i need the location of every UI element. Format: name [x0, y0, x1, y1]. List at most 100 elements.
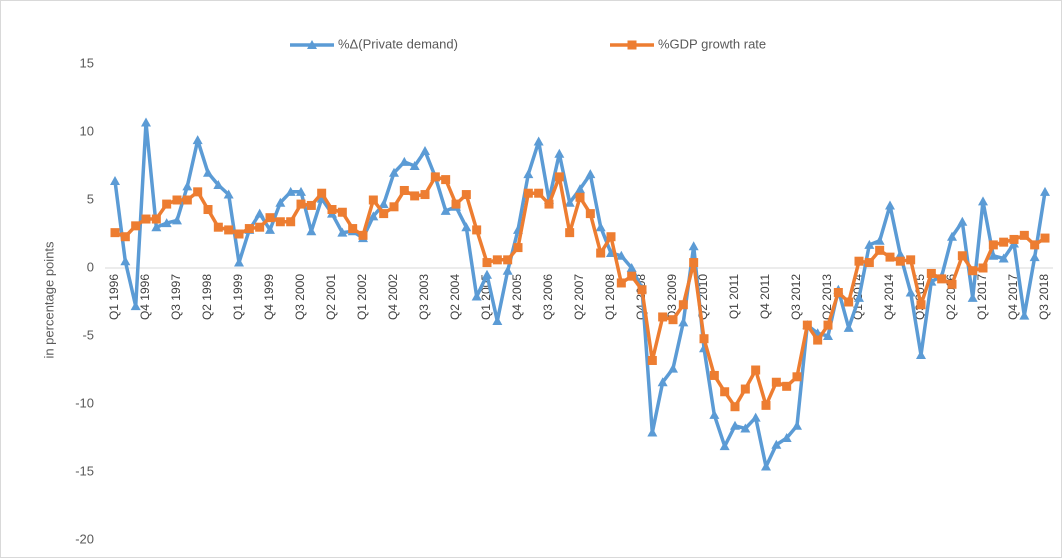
data-point: [833, 287, 843, 297]
data-point: [606, 232, 616, 242]
data-point: [771, 377, 781, 387]
legend-marker: [307, 40, 317, 49]
data-point: [223, 189, 234, 199]
data-point: [172, 215, 182, 225]
data-point: [1030, 240, 1040, 250]
y-axis-title: in percentage points: [41, 241, 56, 359]
data-point: [234, 257, 244, 267]
data-point: [916, 350, 926, 360]
data-point: [172, 195, 182, 205]
data-point: [182, 195, 192, 205]
x-tick-label: Q1 2011: [727, 274, 741, 319]
data-point: [947, 231, 957, 241]
data-point: [430, 172, 440, 182]
data-point: [513, 243, 523, 253]
x-tick-label: Q3 2009: [665, 274, 679, 320]
data-point: [151, 222, 162, 232]
data-point: [131, 221, 141, 231]
data-point: [110, 228, 120, 238]
data-point: [937, 274, 947, 284]
data-point: [771, 439, 782, 449]
data-point: [348, 224, 358, 234]
data-point: [503, 255, 513, 265]
data-point: [368, 195, 378, 205]
data-point: [874, 235, 885, 245]
x-tick-label: Q2 2013: [820, 274, 834, 320]
data-point: [647, 355, 657, 365]
x-tick-label: Q4 2017: [1006, 274, 1020, 320]
x-tick-label: Q4 2011: [758, 274, 772, 319]
data-point: [709, 370, 719, 380]
x-tick-label: Q4 1999: [262, 274, 276, 320]
data-point: [120, 256, 131, 266]
data-point: [967, 292, 978, 302]
x-tick-label: Q1 2008: [603, 274, 617, 320]
data-point: [688, 241, 699, 251]
x-tick-label: Q2 2007: [572, 274, 586, 320]
data-point: [627, 271, 637, 281]
data-point: [472, 225, 482, 235]
data-point: [213, 180, 224, 190]
data-point: [781, 433, 792, 442]
data-point: [988, 240, 998, 250]
data-point: [399, 185, 409, 195]
data-point: [193, 187, 203, 197]
data-point: [203, 205, 213, 215]
data-point: [957, 251, 967, 261]
data-point: [420, 146, 430, 156]
data-point: [275, 197, 286, 207]
data-point: [523, 188, 533, 198]
y-tick-label: 10: [80, 123, 94, 138]
data-point: [1029, 252, 1040, 262]
data-point: [596, 248, 606, 258]
data-point: [905, 287, 916, 297]
data-point: [751, 365, 761, 375]
x-tick-label: Q2 2001: [324, 274, 338, 320]
data-point: [224, 225, 234, 235]
data-point: [689, 258, 699, 268]
data-point: [1040, 186, 1050, 196]
data-point: [792, 372, 802, 382]
x-tick-label: Q1 1996: [107, 274, 121, 320]
data-point: [379, 209, 389, 219]
data-point: [192, 135, 203, 145]
data-point: [657, 377, 668, 387]
data-point: [564, 197, 575, 207]
y-tick-label: 5: [87, 191, 94, 206]
data-point: [730, 420, 740, 430]
x-tick-label: Q2 2004: [448, 274, 462, 320]
data-point: [668, 363, 678, 373]
data-point: [782, 381, 792, 391]
data-point: [906, 255, 916, 265]
data-point: [792, 420, 802, 430]
data-point: [740, 423, 751, 433]
data-point: [854, 256, 864, 266]
data-point: [864, 258, 874, 268]
data-point: [544, 199, 554, 209]
data-point: [1040, 233, 1050, 243]
data-point: [895, 249, 906, 259]
x-tick-label: Q3 2012: [789, 274, 803, 320]
data-point: [492, 255, 502, 265]
data-point: [378, 199, 389, 209]
data-point: [182, 181, 193, 191]
data-point: [575, 192, 585, 202]
data-point: [926, 268, 936, 278]
legend-marker: [627, 40, 637, 50]
y-tick-label: -10: [75, 395, 94, 410]
data-point: [244, 224, 254, 234]
data-point: [637, 285, 647, 295]
data-point: [296, 186, 306, 196]
data-point: [658, 312, 668, 322]
data-point: [110, 175, 120, 185]
y-tick-label: 0: [87, 259, 94, 274]
data-point: [337, 207, 347, 217]
data-point: [482, 258, 492, 268]
data-point: [533, 136, 544, 146]
x-tick-label: Q4 2014: [882, 274, 896, 320]
data-point: [161, 218, 172, 228]
data-point: [823, 320, 833, 330]
data-point: [254, 208, 265, 218]
data-point: [843, 322, 854, 332]
